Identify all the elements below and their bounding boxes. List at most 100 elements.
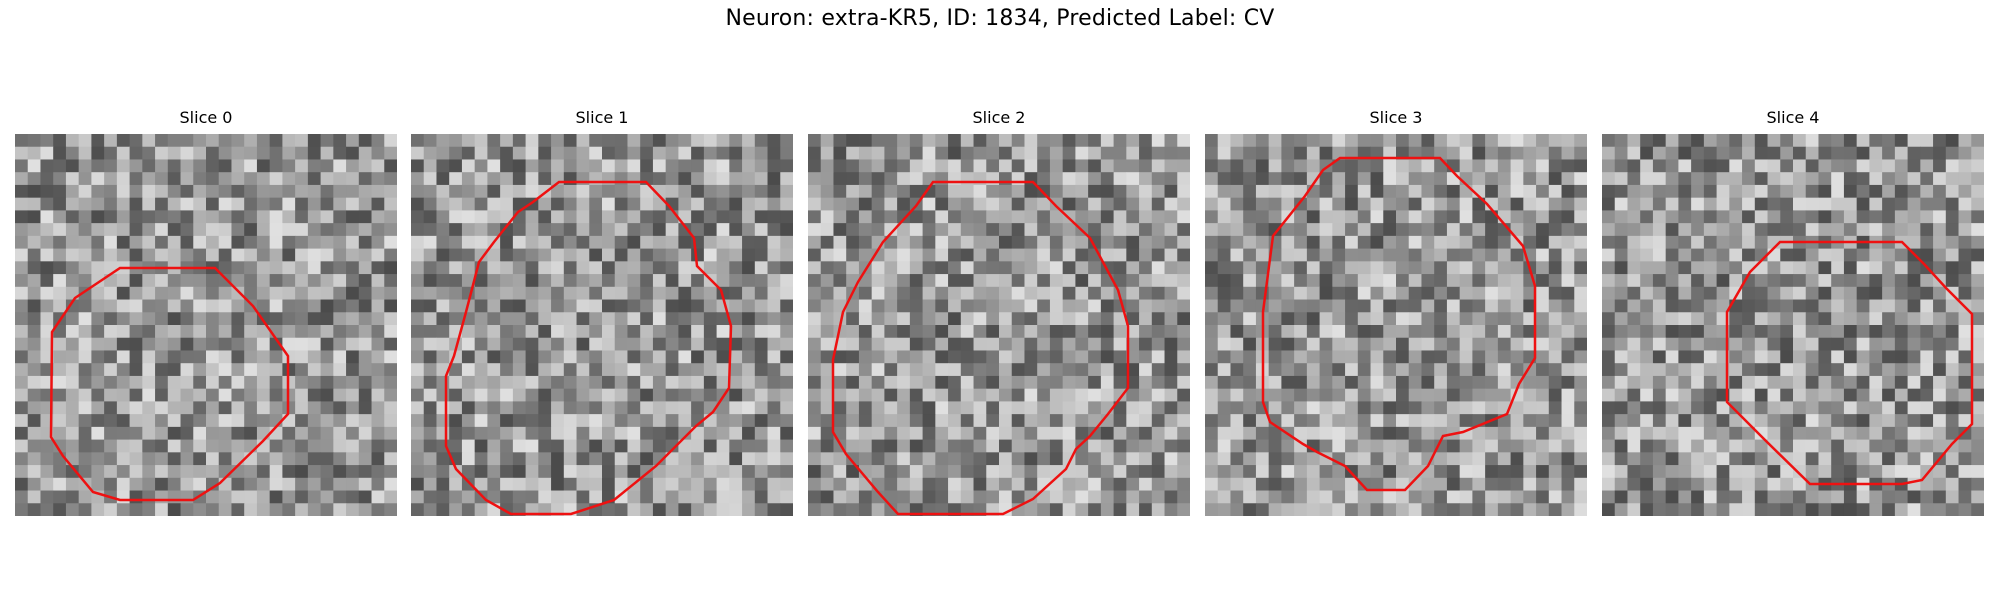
pixel [1691, 299, 1705, 313]
pixel [1434, 350, 1448, 364]
pixel [1062, 490, 1076, 504]
pixel [1780, 452, 1794, 466]
pixel [1805, 248, 1819, 262]
pixel [269, 490, 283, 504]
pixel [1536, 414, 1550, 428]
pixel [820, 388, 834, 402]
pixel [1485, 503, 1499, 516]
pixel [15, 197, 29, 211]
pixel [525, 401, 539, 415]
pixel [1703, 248, 1717, 262]
pixel [1742, 426, 1756, 440]
pixel [1230, 146, 1244, 160]
pixel [1907, 286, 1921, 300]
pixel [1882, 325, 1896, 339]
pixel [1037, 299, 1051, 313]
pixel [1497, 261, 1511, 275]
pixel [155, 299, 169, 313]
pixel [423, 312, 437, 326]
pixel [180, 363, 194, 377]
pixel [1691, 477, 1705, 491]
pixel [1434, 401, 1448, 415]
pixel [1665, 414, 1679, 428]
pixel [871, 159, 885, 173]
pixel [716, 401, 730, 415]
pixel [1139, 184, 1153, 199]
pixel [703, 134, 717, 148]
pixel [1627, 452, 1641, 466]
pixel [999, 184, 1013, 199]
pixel [1561, 261, 1575, 275]
pixel [703, 146, 717, 160]
pixel [780, 248, 793, 262]
pixel [884, 414, 898, 428]
pixel [1319, 172, 1333, 186]
pixel [884, 184, 898, 199]
pixel [346, 325, 360, 339]
pixel [461, 274, 476, 288]
pixel [1831, 439, 1845, 453]
pixel [729, 223, 743, 237]
pixel [423, 363, 437, 377]
pixel [576, 350, 590, 364]
pixel [1217, 388, 1231, 402]
pixel [1126, 452, 1140, 466]
pixel [1523, 210, 1537, 224]
pixel [358, 503, 372, 516]
pixel [589, 235, 603, 249]
pixel [1243, 325, 1257, 339]
pixel [1113, 312, 1127, 326]
pixel [808, 146, 822, 160]
pixel [1383, 388, 1397, 402]
pixel [104, 439, 118, 453]
pixel [1510, 286, 1524, 300]
pixel [1945, 248, 1959, 262]
pixel [1088, 286, 1102, 300]
pixel [754, 312, 768, 326]
pixel [1396, 286, 1410, 300]
pixel [846, 210, 860, 224]
pixel [1614, 439, 1628, 453]
pixel [742, 350, 756, 364]
pixel [1485, 172, 1499, 186]
pixel [1485, 210, 1499, 224]
pixel [935, 210, 949, 224]
pixel [27, 184, 41, 199]
pixel [15, 426, 29, 440]
pixel [1574, 286, 1587, 300]
pixel [935, 235, 949, 249]
pixel [1767, 299, 1781, 313]
pixel [1383, 146, 1397, 160]
pixel [512, 286, 526, 300]
pixel [333, 261, 347, 275]
pixel [999, 452, 1013, 466]
pixel [1255, 452, 1270, 466]
pixel [295, 197, 309, 211]
pixel [142, 363, 156, 377]
pixel [358, 490, 372, 504]
pixel [1319, 210, 1333, 224]
pixel [525, 159, 539, 173]
pixel [703, 210, 717, 224]
pixel [104, 197, 118, 211]
pixel [1536, 248, 1550, 262]
pixel [640, 337, 654, 351]
pixel [1217, 490, 1231, 504]
pixel [1434, 452, 1448, 466]
pixel [65, 312, 80, 326]
pixel [1177, 210, 1190, 224]
pixel [808, 261, 822, 275]
pixel [1882, 184, 1896, 199]
pixel [922, 210, 936, 224]
pixel [1703, 426, 1717, 440]
pixel [1510, 261, 1524, 275]
pixel [948, 375, 962, 390]
pixel [15, 414, 29, 428]
pixel [116, 401, 130, 415]
pixel [1716, 401, 1730, 415]
pixel [1945, 146, 1959, 160]
pixel [871, 503, 885, 516]
pixel [346, 197, 360, 211]
pixel [1561, 325, 1575, 339]
pixel [1716, 235, 1730, 249]
